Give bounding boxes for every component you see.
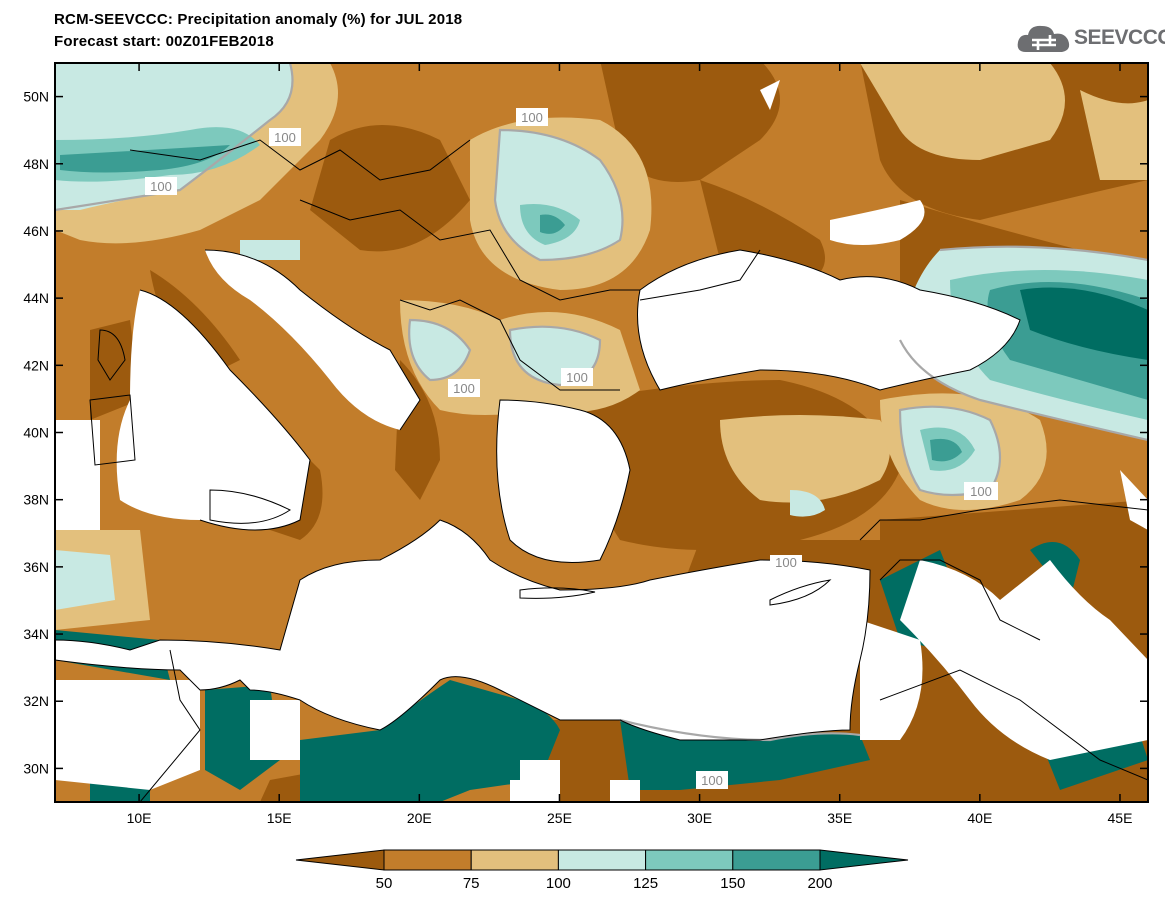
logo-text: SEEVCCC: [1074, 26, 1165, 49]
x-tick-label: 30E: [687, 810, 712, 826]
y-tick-label: 50N: [23, 89, 49, 105]
colorbar-label: 50: [376, 875, 393, 892]
colorbar-high-triangle: [819, 849, 909, 871]
x-tick-label: 15E: [267, 810, 292, 826]
cloud-icon: [1017, 25, 1070, 52]
y-tick-label: 36N: [23, 559, 49, 575]
contour-label: 100: [269, 128, 301, 146]
map-title: RCM-SEEVCCC: Precipitation anomaly (%) f…: [54, 11, 463, 28]
forecast-start-label: Forecast start: 00Z01FEB2018: [54, 33, 274, 50]
colorbar-low-triangle: [295, 849, 385, 871]
y-tick-label: 34N: [23, 626, 49, 642]
contour-label: 100: [448, 379, 480, 397]
x-tick-label: 20E: [407, 810, 432, 826]
x-tick-label: 40E: [967, 810, 992, 826]
map-plot-area: 100 100 100 100 100 100 100 100: [55, 63, 1148, 802]
colorbar-label: 100: [546, 875, 571, 892]
contour-label: 100: [770, 555, 802, 570]
contour-label: 100: [964, 482, 998, 500]
colorbar-segment: [732, 849, 821, 871]
svg-text:100: 100: [566, 370, 588, 385]
seevccc-logo: SEEVCCC: [1016, 22, 1165, 56]
axes: 10E 15E 20E 25E 30E 35E 40E 45E 50N 48N 46N 44N 42N 4…: [23, 63, 1148, 826]
x-tick-label: 45E: [1108, 810, 1133, 826]
x-tick-label: 10E: [127, 810, 152, 826]
svg-text:100: 100: [775, 555, 797, 570]
colorbar: 50 75 100 125 150 200: [295, 849, 909, 892]
x-tick-label: 25E: [547, 810, 572, 826]
y-tick-label: 46N: [23, 223, 49, 239]
contour-label: 100: [561, 368, 593, 386]
y-tick-label: 44N: [23, 290, 49, 306]
colorbar-segment: [383, 849, 472, 871]
colorbar-label: 200: [807, 875, 832, 892]
x-tick-label: 35E: [827, 810, 852, 826]
colorbar-label: 150: [720, 875, 745, 892]
svg-text:100: 100: [453, 381, 475, 396]
colorbar-segment: [645, 849, 734, 871]
svg-text:100: 100: [970, 484, 992, 499]
colorbar-label: 125: [633, 875, 658, 892]
svg-text:100: 100: [150, 179, 172, 194]
y-tick-label: 42N: [23, 357, 49, 373]
colorbar-label: 75: [463, 875, 480, 892]
colorbar-segment: [470, 849, 559, 871]
y-tick-label: 40N: [23, 425, 49, 441]
svg-text:100: 100: [701, 773, 723, 788]
y-tick-label: 30N: [23, 760, 49, 776]
svg-text:100: 100: [521, 110, 543, 125]
contour-label: 100: [696, 771, 728, 789]
contour-label: 100: [145, 177, 177, 195]
sea-and-masked-areas: [55, 80, 1148, 802]
svg-text:100: 100: [274, 130, 296, 145]
y-tick-label: 32N: [23, 693, 49, 709]
coastlines-and-borders: [55, 139, 1148, 802]
colorbar-segment: [557, 849, 647, 871]
y-tick-label: 48N: [23, 156, 49, 172]
contour-label: 100: [516, 108, 548, 126]
contour-labels: 100 100 100 100 100 100 100 100: [145, 108, 998, 789]
y-tick-label: 38N: [23, 492, 49, 508]
